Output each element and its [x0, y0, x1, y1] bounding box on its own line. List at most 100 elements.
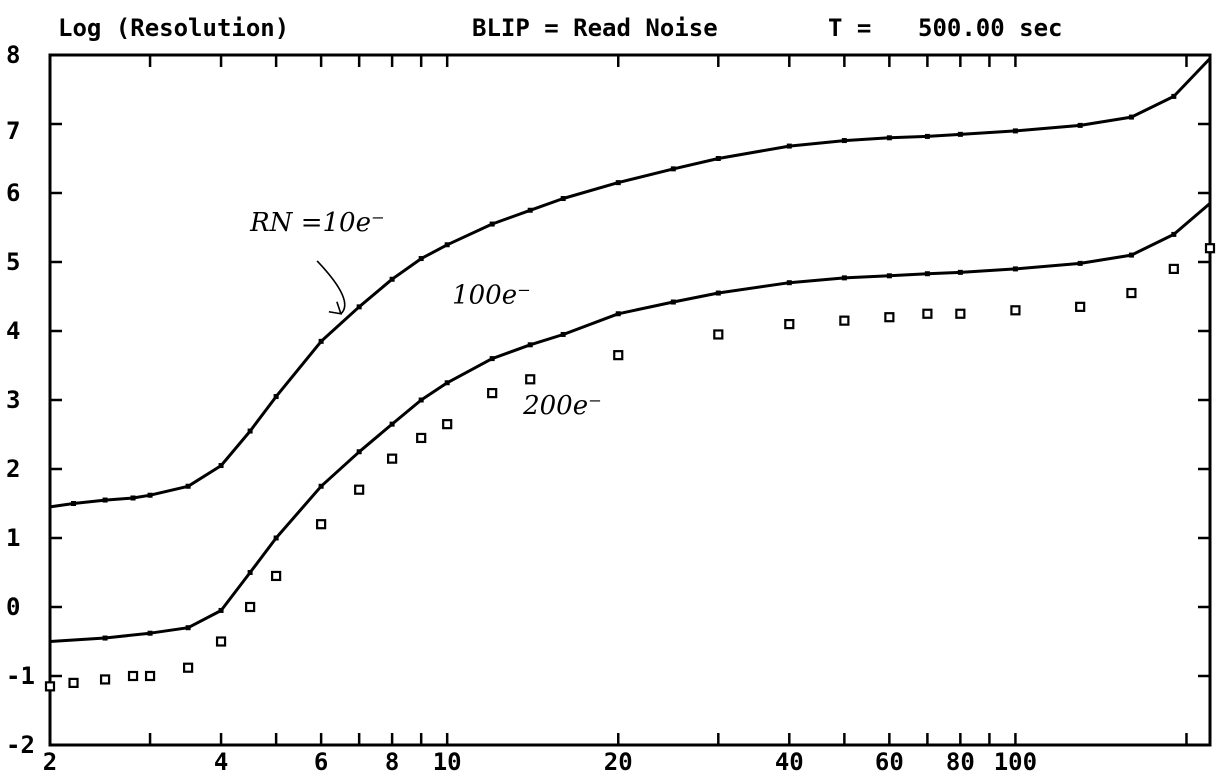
y-tick-label-6: 2	[6, 455, 20, 483]
series-2-point-19	[839, 315, 850, 326]
series-1-point-17	[715, 290, 721, 296]
series-0-point-2	[102, 497, 108, 503]
tick-marks	[48, 53, 1210, 747]
series-1-point-3	[185, 625, 191, 631]
series-layer	[44, 57, 1216, 692]
series-1-point-10	[418, 397, 424, 403]
series-0-point-7	[247, 428, 253, 434]
series-1-point-20	[886, 273, 892, 279]
y-tick-label-8: 0	[6, 593, 20, 621]
series-1-point-9	[389, 421, 395, 427]
series-1-point-12	[489, 356, 495, 362]
annotation-0: RN =10e⁻	[249, 208, 385, 238]
series-0-point-15	[527, 207, 533, 213]
series-2-point-27	[1204, 243, 1216, 254]
series-2-point-0	[44, 681, 56, 692]
series-0-point-14	[489, 221, 495, 227]
series-0-point-11	[389, 276, 395, 282]
series-2-point-24	[1075, 301, 1086, 312]
series-0-point-23	[924, 133, 930, 139]
series-2-point-22	[955, 308, 966, 319]
y-tick-label-1: 7	[6, 117, 20, 145]
x-tick-label-5: 20	[604, 748, 633, 776]
series-0-point-10	[356, 304, 362, 310]
series-0-point-3	[130, 495, 136, 501]
annotation-layer: RN =10e⁻ 100e⁻ 200e⁻	[249, 208, 602, 421]
series-0-point-16	[560, 196, 566, 202]
annotation-1: 100e⁻	[452, 280, 531, 310]
x-tick-label-2: 6	[314, 748, 328, 776]
series-2-point-21	[922, 308, 933, 319]
series-2-point-9	[316, 519, 327, 530]
series-1-point-18	[786, 280, 792, 286]
x-tick-label-9: 100	[994, 748, 1037, 776]
series-2-point-2	[99, 674, 111, 685]
series-0-point-22	[886, 135, 892, 141]
chart-title: Log (Resolution)	[58, 14, 289, 42]
series-0-point-12	[418, 256, 424, 262]
annotation-arrowhead-0	[328, 301, 343, 315]
x-tick-label-1: 4	[214, 748, 228, 776]
series-1-point-26	[1171, 231, 1177, 237]
series-0-point-21	[841, 138, 847, 144]
y-tick-label-3: 5	[6, 248, 20, 276]
series-0-point-1	[71, 501, 77, 506]
series-2-point-26	[1168, 263, 1179, 274]
y-tick-label-0: 8	[6, 41, 20, 69]
series-1-point-25	[1128, 252, 1134, 258]
annotation-2: 200e⁻	[522, 391, 602, 421]
series-1-point-22	[957, 269, 963, 275]
series-1-point-24	[1077, 260, 1083, 266]
series-1-point-8	[356, 449, 362, 455]
series-0-point-9	[318, 338, 324, 344]
y-tick-label-9: -1	[6, 662, 35, 690]
series-0-point-28	[1171, 93, 1177, 99]
y-tick-label-7: 1	[6, 524, 20, 552]
series-0-point-6	[218, 463, 224, 469]
series-line-0	[49, 57, 1212, 509]
series-1-point-16	[670, 299, 676, 305]
series-0-point-26	[1077, 122, 1083, 128]
y-tick-label-10: -2	[6, 731, 35, 759]
series-1-point-4	[218, 607, 224, 613]
series-0-point-5	[185, 483, 191, 489]
series-0-point-13	[444, 242, 450, 248]
series-0-point-25	[1012, 128, 1018, 134]
series-2-point-11	[387, 453, 398, 464]
y-tick-label-5: 3	[6, 386, 20, 414]
x-tick-label-3: 8	[385, 748, 399, 776]
series-2-point-12	[416, 432, 427, 444]
series-1-point-2	[147, 630, 153, 636]
series-0-point-24	[957, 131, 963, 137]
series-1-point-11	[444, 380, 450, 386]
series-1-point-13	[527, 342, 533, 348]
blip-label: BLIP = Read Noise	[472, 14, 718, 42]
series-2-point-20	[884, 312, 895, 323]
series-1-point-15	[615, 311, 621, 317]
series-1-point-6	[273, 535, 279, 541]
series-1-point-5	[247, 570, 253, 575]
series-2-point-3	[127, 670, 139, 682]
series-2-point-15	[525, 374, 536, 385]
time-value: 500.00 sec	[918, 14, 1063, 42]
series-2-point-25	[1126, 287, 1137, 299]
series-1-point-1	[102, 635, 108, 641]
series-2-point-17	[713, 329, 724, 340]
series-line-1	[49, 202, 1211, 643]
x-tick-label-6: 40	[775, 748, 804, 776]
series-2-point-23	[1010, 305, 1021, 316]
series-1-point-14	[560, 331, 566, 337]
x-tick-label-0: 2	[43, 748, 57, 776]
time-label: T =	[828, 14, 871, 42]
series-0-point-19	[715, 156, 721, 161]
series-2-point-4	[144, 670, 156, 682]
annotation-arrow-0	[316, 260, 346, 315]
series-1-point-21	[924, 271, 930, 277]
series-0-point-18	[670, 166, 676, 172]
y-tick-label-2: 6	[6, 179, 20, 207]
x-tick-label-8: 80	[946, 748, 975, 776]
series-1-point-23	[1012, 266, 1018, 272]
series-2-point-13	[442, 419, 453, 430]
series-0-point-20	[786, 143, 792, 149]
